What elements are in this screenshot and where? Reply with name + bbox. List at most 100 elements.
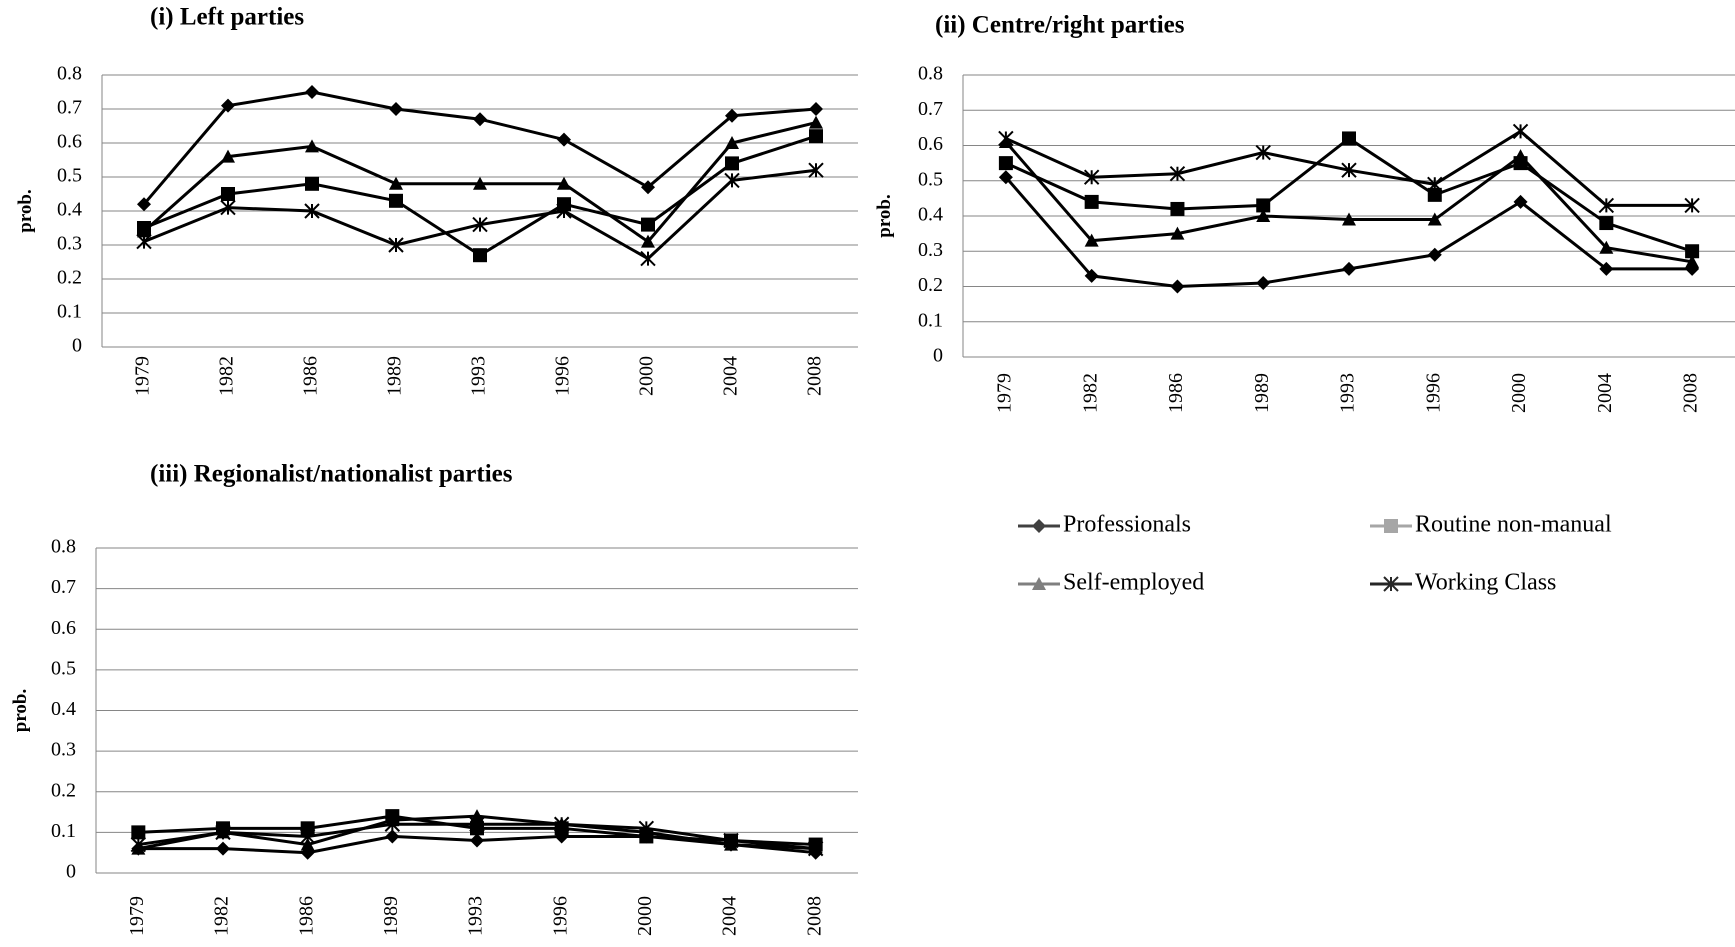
y-tick-label: 0.7 — [51, 576, 76, 598]
point — [1427, 176, 1443, 192]
point — [384, 816, 401, 832]
point — [137, 197, 151, 212]
point — [221, 187, 235, 201]
y-tick-label: 0.7 — [918, 98, 943, 120]
point — [1342, 261, 1356, 276]
point — [1084, 268, 1099, 283]
point — [1427, 212, 1442, 226]
x-tick-label: 1993 — [465, 896, 487, 936]
y-tick-label: 0.3 — [51, 739, 76, 761]
x-tick-label: 1993 — [468, 356, 490, 396]
y-tick-label: 0.3 — [57, 233, 82, 255]
point — [557, 176, 571, 190]
x-tick-label: 2004 — [1594, 373, 1616, 413]
x-tick-label: 1986 — [295, 896, 317, 936]
x-tick-label: 1993 — [1337, 373, 1359, 413]
point — [557, 132, 571, 147]
point — [723, 832, 739, 849]
y-axis-label: prob. — [10, 689, 31, 732]
x-tick-label: 2004 — [719, 896, 741, 936]
point — [300, 837, 315, 851]
y-tick-label: 0.4 — [918, 204, 943, 226]
x-tick-label: 1982 — [1079, 373, 1101, 413]
point — [638, 820, 655, 837]
y-tick-label: 0.2 — [918, 274, 943, 296]
point — [304, 203, 320, 219]
point — [641, 234, 655, 248]
legend-label: Routine non-manual — [1415, 512, 1612, 538]
point — [137, 224, 151, 238]
y-tick-label: 0.6 — [57, 131, 82, 153]
x-tick-label: 2008 — [803, 896, 825, 936]
point — [1256, 275, 1271, 290]
x-tick-label: 2000 — [634, 896, 656, 936]
point — [808, 162, 824, 178]
y-tick-label: 0.5 — [51, 657, 76, 679]
point — [725, 156, 739, 171]
y-tick-label: 0.4 — [51, 698, 76, 720]
x-tick-label: 1989 — [384, 356, 406, 396]
chart-title: (ii) Centre/right parties — [935, 12, 1185, 39]
point — [807, 840, 824, 857]
point — [1256, 209, 1271, 222]
point — [1512, 123, 1529, 140]
point — [1685, 244, 1700, 259]
y-tick-label: 0.2 — [57, 267, 82, 289]
point — [1170, 226, 1185, 240]
point — [1427, 187, 1442, 202]
x-tick-label: 1996 — [552, 356, 574, 396]
point — [998, 156, 1013, 171]
x-tick-label: 1989 — [380, 896, 402, 936]
legend-marker — [1032, 519, 1046, 533]
point — [470, 809, 484, 823]
point — [1255, 144, 1271, 161]
point — [473, 112, 487, 127]
x-tick-label: 1979 — [126, 896, 148, 936]
point — [305, 139, 319, 153]
x-tick-label: 2000 — [636, 356, 658, 396]
point — [469, 816, 485, 832]
point — [1684, 197, 1700, 214]
legend-label: Professionals — [1063, 512, 1191, 538]
point — [131, 825, 146, 840]
point — [389, 193, 403, 208]
y-tick-label: 0.5 — [57, 165, 82, 187]
point — [473, 176, 487, 190]
point — [305, 85, 319, 99]
point — [1342, 212, 1356, 226]
x-tick-label: 1986 — [300, 356, 322, 396]
point — [1169, 165, 1186, 182]
point — [641, 217, 655, 232]
y-tick-label: 0 — [933, 345, 943, 367]
x-tick-label: 1996 — [549, 896, 571, 936]
y-tick-label: 0.2 — [51, 779, 76, 801]
point — [1083, 169, 1100, 185]
point — [1170, 279, 1185, 294]
y-tick-label: 0 — [72, 335, 82, 357]
point — [553, 816, 570, 832]
point — [1513, 194, 1528, 209]
chart-title: (i) Left parties — [150, 4, 304, 31]
point — [809, 129, 823, 144]
legend-marker — [1032, 577, 1046, 590]
point — [640, 250, 656, 267]
point — [1685, 254, 1700, 268]
point — [389, 102, 403, 116]
y-tick-label: 0.8 — [51, 536, 76, 558]
x-tick-label: 2008 — [804, 356, 826, 396]
x-tick-label: 1996 — [1422, 373, 1444, 413]
point — [1341, 162, 1357, 178]
point — [472, 216, 488, 233]
y-tick-label: 0.6 — [918, 133, 943, 155]
y-tick-label: 0.1 — [57, 301, 82, 323]
legend-label: Working Class — [1415, 570, 1556, 596]
point — [1513, 149, 1528, 163]
y-axis-label: prob. — [874, 194, 895, 237]
series-line — [1005, 136, 1693, 253]
point — [1084, 233, 1099, 247]
y-tick-label: 0.4 — [57, 199, 82, 221]
point — [1598, 197, 1615, 214]
point — [1342, 131, 1356, 146]
point — [221, 98, 235, 113]
